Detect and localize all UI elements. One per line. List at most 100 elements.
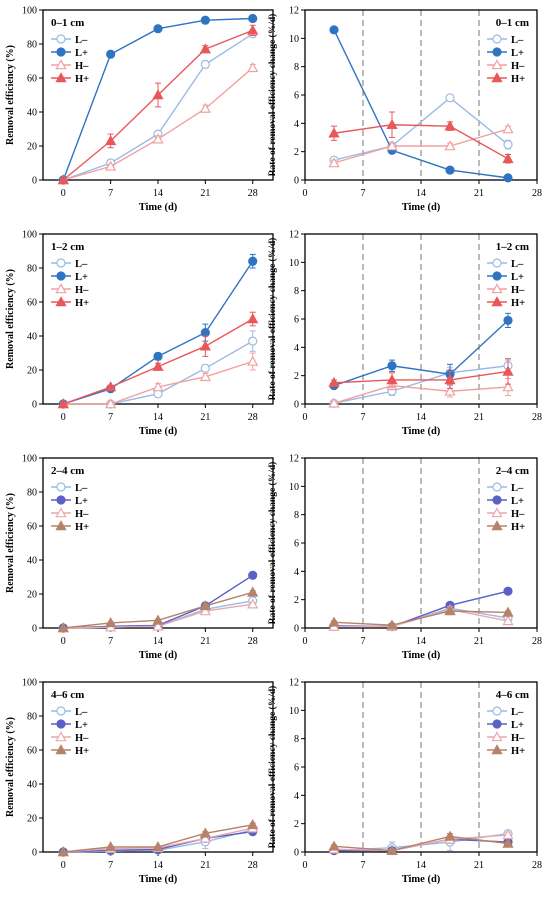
legend-entry: L– <box>487 258 524 270</box>
legend-marker <box>56 47 66 57</box>
legend-entry: H+ <box>487 296 525 309</box>
legend-marker <box>491 72 503 83</box>
data-point-marker <box>105 841 117 852</box>
legend-label: L+ <box>511 720 524 731</box>
data-point-marker <box>105 398 117 409</box>
legend-entry: L+ <box>51 47 88 59</box>
legend-marker <box>55 507 67 518</box>
legend-marker <box>55 59 67 70</box>
data-point-marker <box>503 586 513 596</box>
x-tick-label: 28 <box>532 860 542 871</box>
legend-label: H– <box>75 61 89 72</box>
legend-marker <box>56 495 66 505</box>
legend-entry: H+ <box>487 520 525 533</box>
y-tick-label: 0 <box>294 176 299 187</box>
y-tick-label: 20 <box>27 814 37 825</box>
data-point-marker <box>152 133 164 144</box>
data-point-marker <box>502 606 514 617</box>
x-tick-label: 14 <box>153 188 163 199</box>
x-tick-label: 7 <box>361 412 366 423</box>
data-point-marker <box>105 135 117 146</box>
x-tick-label: 0 <box>303 188 308 199</box>
data-point-marker <box>153 24 163 34</box>
legend-label: L+ <box>75 496 88 507</box>
y-tick-label: 6 <box>294 763 299 774</box>
y-tick-label: 8 <box>294 62 299 73</box>
y-tick-label: 80 <box>27 712 37 723</box>
panel-depth-label: 4–6 cm <box>496 689 529 701</box>
data-point-marker <box>199 832 211 843</box>
legend-label: L+ <box>511 272 524 283</box>
legend-label: H+ <box>75 74 89 85</box>
legend-marker <box>492 258 502 268</box>
y-axis-label: Rate of removal efficiency change (%/d) <box>267 462 278 625</box>
panel-depth-label: 1–2 cm <box>51 241 84 253</box>
x-tick-label: 14 <box>153 636 163 647</box>
data-point-marker <box>247 818 259 830</box>
legend-entry: H+ <box>51 72 89 85</box>
data-point-marker <box>106 49 116 59</box>
chart-panel-2: 0 2 4 6 8 10 12 0 7 14 21 28 Time (d) Rate of removal… <box>267 6 542 214</box>
legend-marker <box>491 507 503 518</box>
data-point-marker <box>247 313 259 324</box>
data-point-marker <box>247 598 259 609</box>
data-point-marker <box>502 381 514 392</box>
legend-marker <box>56 482 66 492</box>
data-point-marker <box>503 139 513 150</box>
data-point-marker <box>386 374 398 385</box>
legend-entry: L– <box>487 482 524 494</box>
y-tick-label: 10 <box>289 258 299 269</box>
y-tick-label: 0 <box>32 176 37 187</box>
x-tick-label: 0 <box>61 188 66 199</box>
series-1 <box>329 312 513 391</box>
x-axis-label: Time (d) <box>402 426 441 437</box>
legend-marker <box>492 495 502 505</box>
x-tick-label: 0 <box>61 412 66 423</box>
y-tick-label: 100 <box>22 6 37 17</box>
x-tick-label: 0 <box>61 860 66 871</box>
y-tick-label: 2 <box>294 371 299 382</box>
chart-panel-1: 0 20 40 60 80 100 0 7 14 21 28 Time (d) Removal effi… <box>5 6 274 213</box>
legend-marker <box>55 731 67 742</box>
legend-marker <box>492 706 502 716</box>
legend-label: H+ <box>511 74 525 85</box>
y-tick-label: 8 <box>294 734 299 745</box>
legend-entry: H– <box>51 283 89 296</box>
y-tick-label: 0 <box>294 400 299 411</box>
x-tick-label: 14 <box>416 188 426 199</box>
y-tick-label: 0 <box>294 848 299 859</box>
y-tick-label: 6 <box>294 91 299 102</box>
panel-depth-label: 2–4 cm <box>496 465 529 477</box>
y-tick-label: 12 <box>289 230 299 241</box>
data-point-marker <box>57 846 69 857</box>
legend-marker <box>491 520 503 531</box>
series-3 <box>328 830 514 855</box>
y-tick-label: 40 <box>27 556 37 567</box>
series-line <box>333 96 509 161</box>
y-axis-label: Removal efficiency (%) <box>5 269 16 369</box>
legend-label: H+ <box>75 522 89 533</box>
y-tick-label: 100 <box>22 454 37 465</box>
x-tick-label: 21 <box>474 188 484 199</box>
data-point-marker <box>199 600 211 611</box>
x-tick-label: 7 <box>361 188 366 199</box>
panel-depth-label: 1–2 cm <box>496 241 529 253</box>
data-point-marker <box>200 15 210 25</box>
legend-entry: L– <box>51 482 88 494</box>
legend-label: H– <box>511 509 525 520</box>
data-point-marker <box>247 61 259 73</box>
legend-label: H– <box>75 733 89 744</box>
data-point-marker <box>152 381 164 392</box>
series-3 <box>57 24 259 185</box>
data-point-marker <box>152 841 164 852</box>
x-tick-label: 7 <box>108 636 113 647</box>
legend-marker <box>491 744 503 755</box>
data-point-marker <box>248 13 258 24</box>
legend-label: H– <box>511 285 525 296</box>
series-3 <box>328 111 514 164</box>
x-tick-label: 21 <box>200 636 210 647</box>
data-point-marker <box>153 351 163 361</box>
y-tick-label: 10 <box>289 34 299 45</box>
data-point-marker <box>445 165 455 175</box>
